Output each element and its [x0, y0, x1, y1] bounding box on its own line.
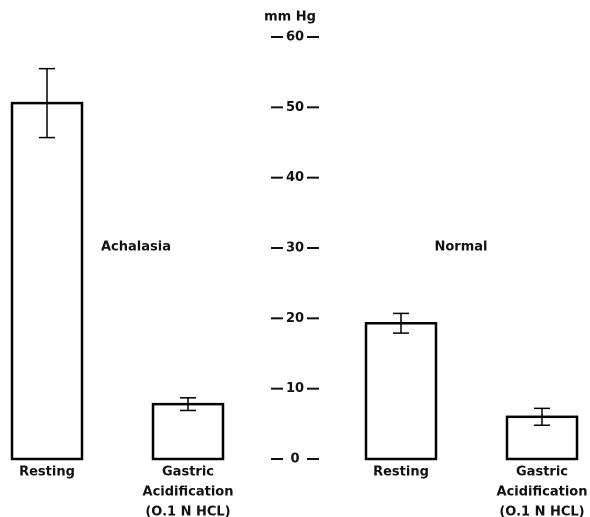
bar [10, 101, 84, 461]
y-tick-label: 60 [286, 30, 304, 45]
y-axis-label: mm Hg [264, 10, 316, 25]
group-label: Normal [435, 240, 488, 255]
y-tick-label: 50 [286, 100, 304, 115]
x-tick-label: (O.1 N HCL) [145, 505, 230, 517]
y-tick-label: 10 [286, 381, 304, 396]
x-tick-label: (O.1 N HCL) [499, 505, 584, 517]
y-tick-label: 0 [290, 452, 299, 467]
y-tick-label: 20 [286, 311, 304, 326]
bar [364, 322, 438, 461]
x-tick-label: Acidification [143, 485, 234, 500]
x-tick-label: Resting [19, 465, 75, 480]
y-tick-label: 40 [286, 170, 304, 185]
x-tick-label: Resting [373, 465, 429, 480]
y-tick-label: 30 [286, 241, 304, 256]
x-tick-label: Gastric [516, 465, 568, 480]
bar [151, 402, 225, 461]
x-tick-label: Gastric [162, 465, 214, 480]
x-tick-label: Acidification [497, 485, 588, 500]
group-label: Achalasia [101, 240, 171, 255]
